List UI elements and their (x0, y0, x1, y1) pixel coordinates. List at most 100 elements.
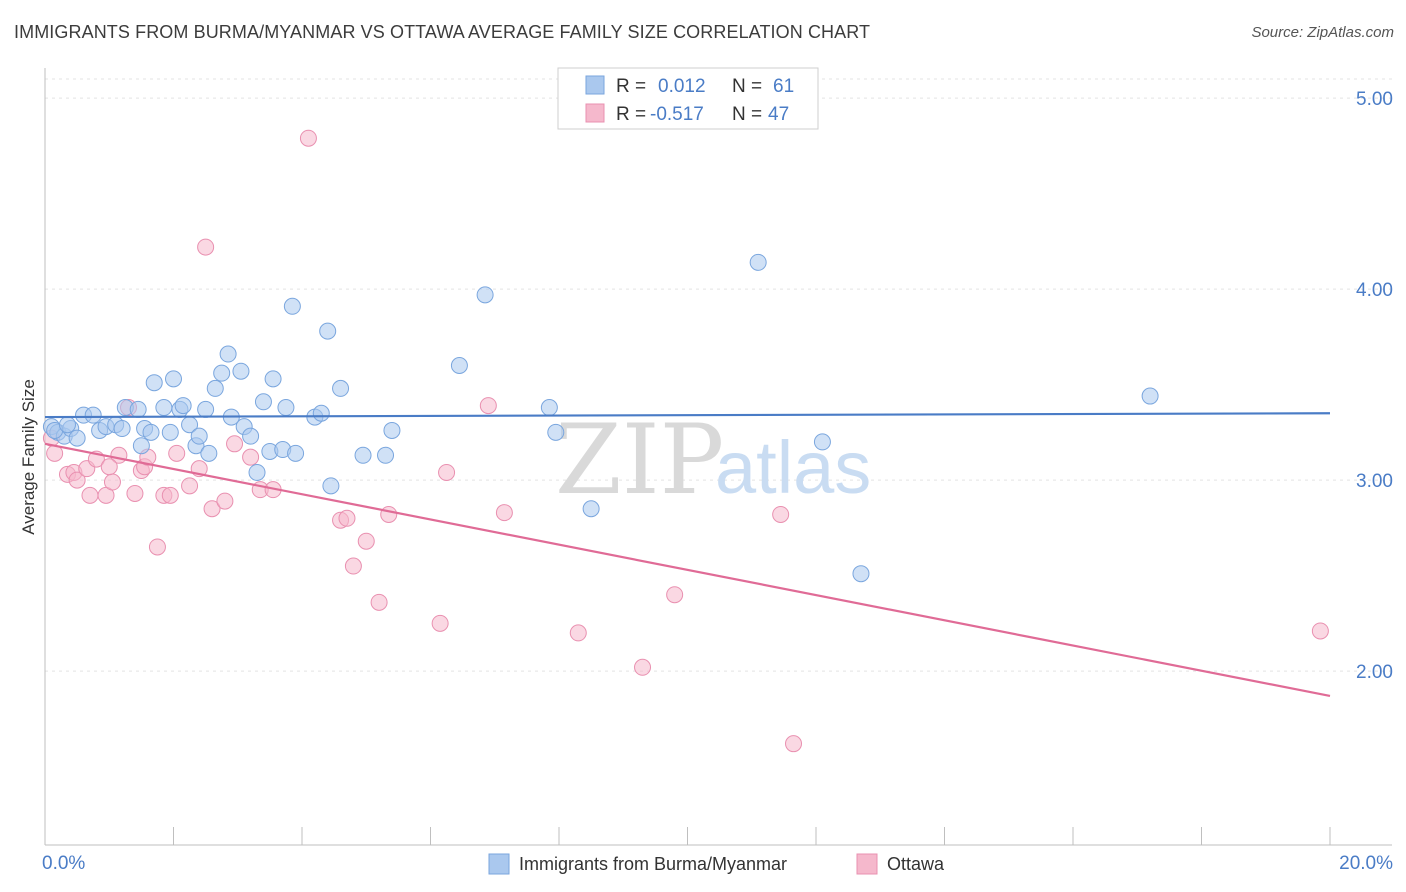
stats-legend: R = 0.012 N = 61 R = -0.517 N = 47 (557, 67, 819, 130)
pink-trend-line (44, 442, 1331, 698)
x-tick-label: 0.0% (42, 853, 85, 874)
pink-point (380, 505, 398, 523)
pink-point (216, 492, 234, 510)
blue-point (58, 416, 76, 434)
bottom-legend-label: Ottawa (887, 854, 945, 874)
blue-point (113, 420, 131, 438)
pink-point (772, 505, 790, 523)
pink-point (785, 735, 803, 753)
blue-point (1141, 387, 1159, 405)
source-label: Source: ZipAtlas.com (1251, 24, 1394, 41)
y-axis-label: Average Family Size (19, 379, 38, 535)
axes (44, 68, 1392, 846)
blue-point (165, 370, 182, 388)
blue-point (145, 374, 163, 392)
bottom-legend-swatch-pink (856, 853, 878, 875)
blue-point (190, 427, 208, 445)
trend-lines (44, 412, 1331, 698)
pink-point (357, 532, 375, 550)
pink-point (203, 500, 221, 518)
chart-title: IMMIGRANTS FROM BURMA/MYANMAR VS OTTAWA … (14, 22, 871, 42)
pink-point (68, 471, 86, 489)
legend-n-value: 47 (768, 104, 789, 125)
blue-point (142, 423, 160, 441)
blue-point (377, 446, 395, 464)
legend-r-value: -0.517 (650, 104, 704, 125)
blue-point (84, 406, 102, 424)
blue-point (450, 357, 468, 374)
blue-point (232, 362, 250, 380)
legend-swatch-pink (585, 103, 605, 123)
blue-point (354, 446, 372, 464)
pink-point (148, 538, 166, 556)
blue-point (197, 400, 215, 418)
pink-point (344, 557, 362, 575)
pink-point (370, 593, 388, 611)
pink-point (181, 477, 199, 495)
blue-point (248, 463, 266, 481)
pink-point (666, 586, 684, 604)
legend-swatch-blue (585, 75, 605, 95)
bottom-legend: Immigrants from Burma/Myanmar Ottawa (488, 853, 945, 875)
y-tick-label: 2.00 (1356, 662, 1393, 683)
blue-point (476, 286, 494, 304)
pink-point (569, 624, 587, 642)
pink-point (81, 486, 99, 504)
pink-point (634, 658, 652, 676)
blue-point (283, 297, 301, 315)
y-tick-label: 5.00 (1356, 89, 1393, 110)
bottom-legend-swatch-blue (488, 853, 510, 875)
blue-point (319, 322, 337, 340)
pink-point (126, 484, 144, 502)
legend-n-label: N = (732, 104, 762, 125)
pink-point (242, 448, 260, 466)
tick-labels: 2.00 3.00 4.00 5.00 0.0% 20.0% (42, 89, 1393, 874)
blue-point (68, 429, 86, 447)
blue-point (813, 433, 831, 451)
blue-point (749, 253, 767, 271)
y-tick-label: 3.00 (1356, 471, 1393, 492)
blue-point (277, 399, 295, 417)
y-tick-label: 4.00 (1356, 280, 1393, 301)
blue-point (383, 421, 401, 439)
pink-point (161, 486, 179, 504)
blue-point (287, 444, 305, 462)
legend-r-label: R = (616, 76, 646, 97)
blue-point (206, 379, 224, 397)
blue-point (242, 427, 260, 445)
blue-point (312, 404, 330, 422)
blue-point (582, 500, 600, 518)
blue-trend-line (44, 412, 1331, 419)
pink-point (226, 435, 244, 453)
watermark-atlas: atlas (715, 426, 871, 509)
blue-point (547, 423, 565, 441)
pink-point (495, 504, 513, 522)
pink-point (103, 473, 121, 491)
x-tick-label: 20.0% (1339, 853, 1393, 874)
blue-point (322, 477, 340, 495)
pink-point (338, 509, 356, 527)
blue-point (540, 399, 558, 417)
watermark-zip: ZIP (555, 404, 724, 516)
blue-point (852, 565, 870, 583)
pink-point (1311, 622, 1329, 640)
pink-point (431, 614, 449, 632)
blue-point (332, 379, 350, 397)
pink-point (299, 129, 317, 147)
pink-point (479, 397, 497, 415)
blue-point (129, 400, 147, 418)
bottom-legend-label: Immigrants from Burma/Myanmar (519, 854, 787, 874)
data-points (42, 129, 1329, 753)
pink-point (197, 238, 215, 256)
blue-point (213, 364, 231, 382)
blue-point (155, 399, 173, 417)
legend-r-value: 0.012 (658, 76, 706, 97)
legend-r-label: R = (616, 104, 646, 125)
blue-point (174, 397, 192, 415)
blue-point (161, 423, 179, 441)
blue-point (264, 370, 282, 388)
legend-n-value: 61 (773, 76, 794, 97)
pink-point (438, 463, 456, 481)
legend-n-label: N = (732, 76, 762, 97)
